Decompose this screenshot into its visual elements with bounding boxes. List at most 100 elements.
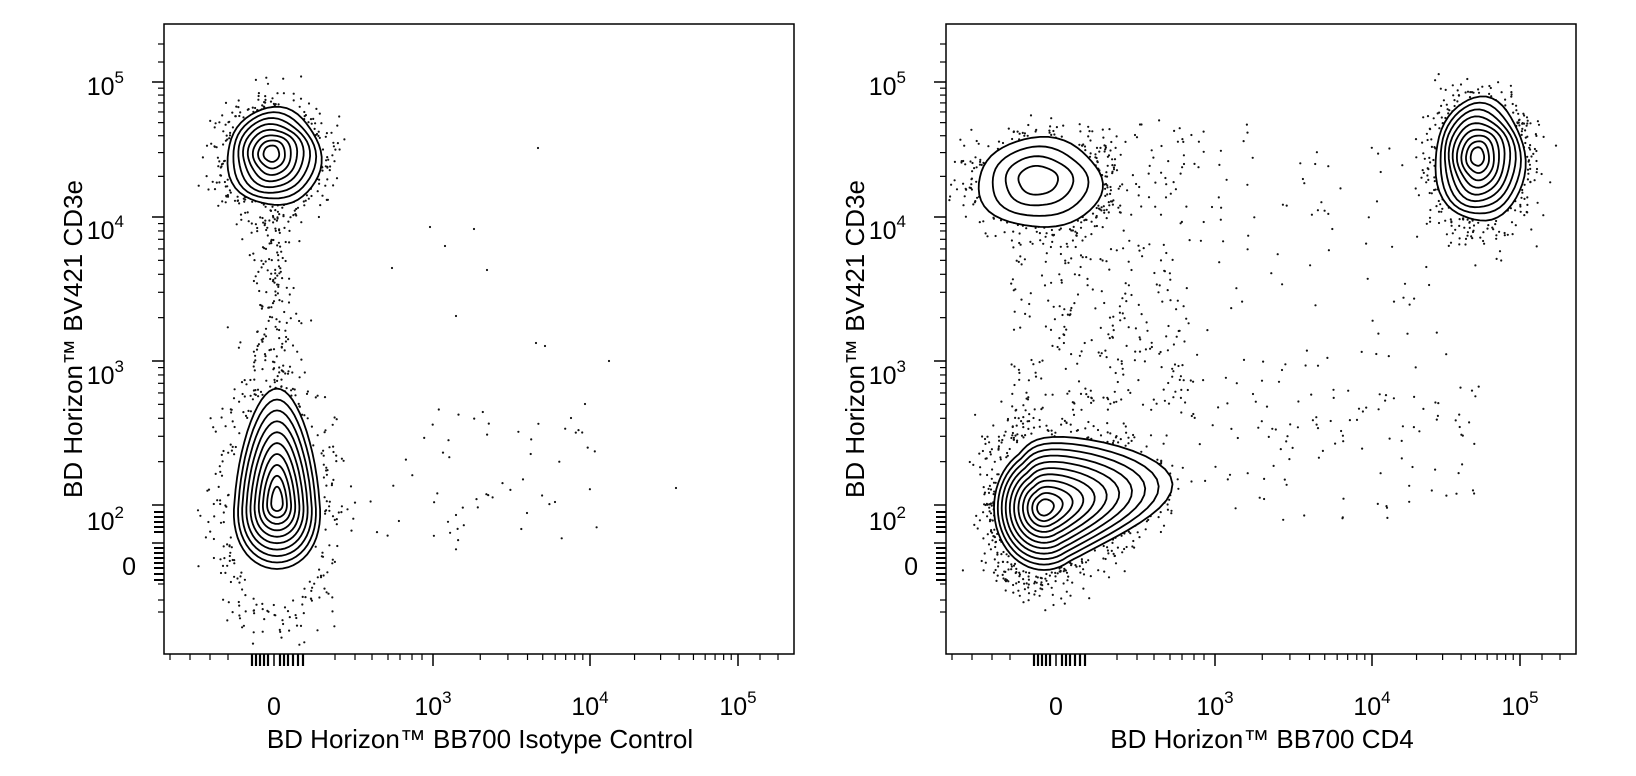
event-dot bbox=[1067, 261, 1070, 264]
x-tick-label-1000: 103 bbox=[1196, 688, 1233, 721]
event-dot bbox=[1148, 243, 1151, 246]
event-dot bbox=[586, 446, 589, 449]
event-dot bbox=[217, 165, 220, 168]
event-dot bbox=[989, 530, 993, 533]
event-dot bbox=[1010, 436, 1013, 440]
event-dot bbox=[298, 240, 301, 243]
event-dot bbox=[212, 556, 215, 560]
event-dot bbox=[1421, 169, 1424, 172]
event-dot bbox=[984, 561, 987, 564]
event-dot bbox=[1521, 188, 1524, 192]
event-dot bbox=[340, 457, 343, 460]
event-dot bbox=[1185, 317, 1188, 320]
event-dot bbox=[1164, 176, 1167, 180]
event-dot bbox=[238, 202, 241, 205]
event-dot bbox=[1016, 439, 1019, 442]
event-dot bbox=[1181, 466, 1184, 469]
event-dot bbox=[1029, 240, 1032, 243]
event-dot bbox=[988, 484, 992, 487]
event-dot bbox=[1050, 433, 1053, 436]
event-dot bbox=[1082, 587, 1085, 590]
event-dot bbox=[1515, 109, 1518, 112]
event-dot bbox=[1225, 178, 1228, 181]
event-dot bbox=[1458, 425, 1461, 429]
event-dot bbox=[256, 226, 259, 230]
event-dot bbox=[292, 599, 295, 602]
event-dot bbox=[283, 226, 286, 229]
event-dot bbox=[292, 92, 295, 95]
event-dot bbox=[541, 494, 544, 497]
event-dot bbox=[316, 190, 319, 193]
y-tick-label-0: 0 bbox=[904, 553, 918, 581]
event-dot bbox=[205, 175, 208, 178]
event-dot bbox=[1065, 590, 1068, 593]
contour-line bbox=[996, 442, 1160, 566]
event-dot bbox=[271, 360, 275, 363]
event-dot bbox=[288, 365, 292, 368]
event-dot bbox=[1172, 396, 1175, 399]
event-dot bbox=[486, 433, 489, 436]
event-dot bbox=[1451, 232, 1454, 235]
event-dot bbox=[375, 531, 379, 534]
event-dot bbox=[278, 328, 281, 332]
event-dot bbox=[1102, 396, 1105, 399]
event-dot bbox=[240, 218, 243, 221]
event-dot bbox=[1440, 104, 1443, 107]
event-dot bbox=[217, 485, 220, 488]
event-dot bbox=[279, 630, 282, 634]
event-dot bbox=[1012, 583, 1015, 587]
event-dot bbox=[325, 466, 328, 469]
event-dot bbox=[254, 275, 257, 278]
event-dot bbox=[272, 368, 275, 371]
event-dot bbox=[1123, 317, 1126, 320]
event-dot bbox=[1015, 441, 1019, 444]
event-dot bbox=[1149, 434, 1153, 437]
event-dot bbox=[1526, 119, 1529, 122]
event-dot bbox=[1260, 420, 1263, 423]
event-dot bbox=[1170, 509, 1173, 512]
event-dot bbox=[323, 587, 326, 590]
event-dot bbox=[1477, 385, 1480, 388]
event-dot bbox=[343, 138, 346, 141]
event-dot bbox=[277, 283, 280, 286]
event-dot bbox=[1357, 407, 1361, 410]
event-dot bbox=[261, 104, 264, 107]
event-dot bbox=[1529, 181, 1532, 184]
event-dot bbox=[1521, 122, 1524, 125]
event-dot bbox=[1130, 439, 1133, 442]
event-dot bbox=[330, 484, 333, 487]
event-dot bbox=[1162, 524, 1166, 527]
contour-line bbox=[1031, 492, 1064, 523]
event-dot bbox=[999, 456, 1002, 459]
event-dot bbox=[1523, 214, 1526, 217]
event-dot bbox=[1052, 305, 1055, 308]
event-dot bbox=[1022, 416, 1025, 419]
event-dot bbox=[1178, 378, 1181, 381]
event-dot bbox=[1115, 169, 1119, 172]
event-dot bbox=[993, 460, 996, 463]
event-dot bbox=[307, 102, 311, 105]
event-dot bbox=[1019, 326, 1022, 329]
event-dot bbox=[322, 476, 325, 479]
event-dot bbox=[1429, 220, 1432, 223]
event-dot bbox=[441, 451, 445, 454]
event-dot bbox=[1192, 412, 1195, 416]
event-dot bbox=[1013, 383, 1016, 387]
event-dot bbox=[1079, 265, 1082, 269]
event-dot bbox=[238, 617, 242, 620]
contour-line bbox=[251, 134, 292, 176]
event-dot bbox=[324, 135, 327, 138]
event-dot bbox=[223, 159, 226, 162]
event-dot bbox=[1089, 575, 1092, 578]
event-dot bbox=[1121, 367, 1124, 370]
event-dot bbox=[994, 545, 997, 549]
event-dot bbox=[1040, 377, 1043, 380]
event-dot bbox=[983, 552, 986, 555]
event-dot bbox=[1506, 233, 1509, 236]
event-dot bbox=[1007, 580, 1010, 583]
event-dot bbox=[1045, 232, 1048, 235]
event-dot bbox=[1488, 92, 1491, 95]
event-dot bbox=[988, 510, 991, 513]
contour-line bbox=[1017, 473, 1096, 539]
event-dot bbox=[332, 478, 335, 481]
